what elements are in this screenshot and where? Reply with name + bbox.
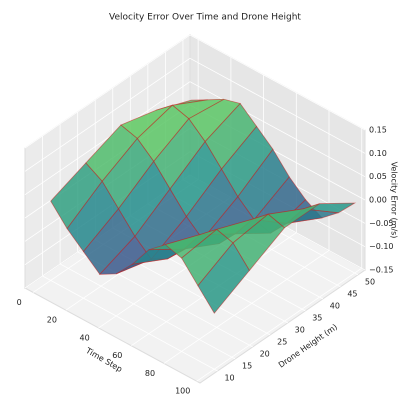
z-tick-label: 0.00: [369, 196, 387, 205]
x-tick-label: 100: [175, 387, 190, 396]
grid-line: [189, 57, 366, 154]
z-axis-label: Velocity Error (m/s): [390, 162, 399, 239]
chart-title: Velocity Error Over Time and Drone Heigh…: [109, 13, 301, 23]
x-tick-label: 20: [47, 316, 57, 325]
x-tick-label: 0: [17, 298, 22, 307]
surface-cell: [197, 242, 250, 314]
surface: [50, 98, 357, 314]
z-tick-label: 0.15: [369, 126, 387, 135]
z-tick-label: −0.10: [369, 242, 394, 251]
grid-line: [24, 81, 191, 195]
grid-line: [163, 250, 330, 364]
y-tick-label: 45: [347, 289, 357, 298]
y-tick-label: 10: [224, 373, 234, 382]
grid-line: [24, 34, 191, 149]
grid-line: [189, 81, 366, 178]
x-tick-label: 60: [112, 351, 122, 360]
grid-line: [59, 263, 236, 360]
z-tick-label: 0.05: [369, 172, 387, 181]
y-tick-label: 25: [277, 337, 287, 346]
x-tick-label: 80: [145, 369, 155, 378]
grid-line: [42, 275, 218, 372]
y-tick-label: 20: [260, 349, 270, 358]
y-tick-label: 30: [295, 325, 305, 334]
grid-line: [24, 58, 191, 172]
y-tick-label: 40: [330, 301, 340, 310]
grid-line: [189, 34, 366, 131]
z-tick-label: 0.10: [369, 149, 387, 158]
z-tick-label: −0.05: [369, 219, 394, 228]
y-tick-label: 15: [242, 361, 252, 370]
grid-line: [196, 267, 362, 382]
y-tick-label: 35: [312, 313, 322, 322]
y-tick-label: 50: [365, 277, 375, 286]
z-tick-label: −0.15: [369, 266, 394, 275]
x-tick-label: 40: [80, 333, 90, 342]
